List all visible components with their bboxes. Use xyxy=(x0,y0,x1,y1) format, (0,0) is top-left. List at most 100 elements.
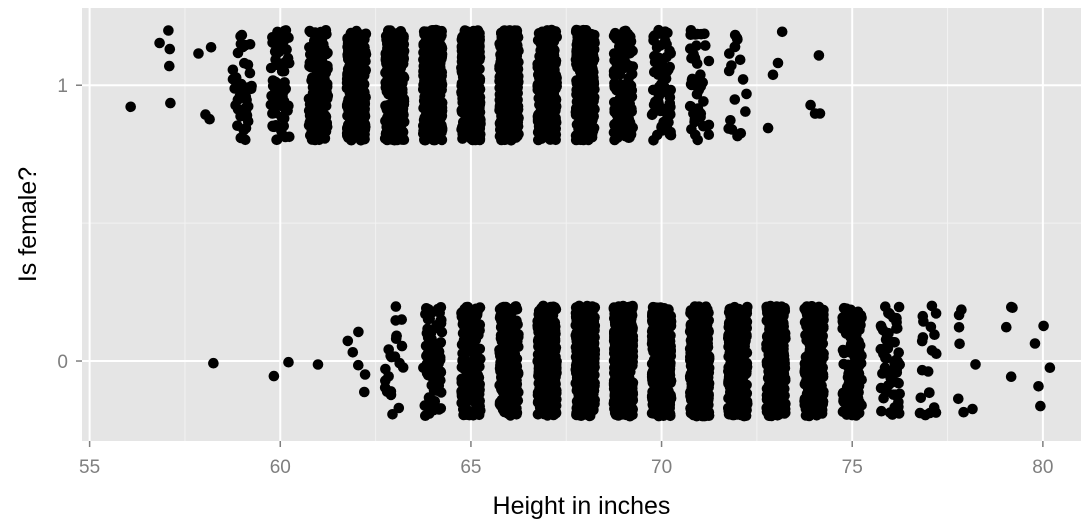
data-point xyxy=(205,42,217,53)
data-point xyxy=(309,100,321,112)
data-point xyxy=(164,43,176,55)
data-point xyxy=(655,64,666,75)
data-point xyxy=(436,70,448,81)
data-point xyxy=(349,40,360,51)
data-point xyxy=(547,365,559,377)
data-point xyxy=(424,408,435,419)
data-point xyxy=(396,95,407,106)
data-point xyxy=(533,93,545,104)
data-point xyxy=(740,106,751,117)
data-point xyxy=(499,105,510,116)
data-point xyxy=(240,102,251,114)
data-point xyxy=(318,120,330,131)
data-point xyxy=(397,362,409,373)
data-point xyxy=(428,379,440,390)
data-point xyxy=(584,99,596,110)
data-point xyxy=(383,371,394,382)
data-point xyxy=(230,72,242,83)
data-point xyxy=(724,48,735,59)
data-point xyxy=(432,359,444,371)
data-point xyxy=(498,336,510,347)
data-point xyxy=(626,332,637,343)
data-point xyxy=(467,71,479,82)
data-point xyxy=(661,376,672,388)
data-point xyxy=(468,361,479,373)
data-point xyxy=(587,332,598,343)
data-point xyxy=(320,67,332,79)
data-point xyxy=(418,40,430,51)
data-point xyxy=(350,65,362,77)
data-point xyxy=(193,48,204,59)
data-point xyxy=(577,77,588,88)
data-point xyxy=(269,107,281,119)
data-point xyxy=(434,97,445,109)
data-point xyxy=(427,37,439,48)
data-point xyxy=(232,120,243,131)
data-point xyxy=(342,335,354,347)
data-point xyxy=(306,117,318,129)
data-point xyxy=(587,78,598,89)
data-point xyxy=(621,37,632,48)
data-point xyxy=(347,347,359,358)
data-point xyxy=(273,93,285,104)
data-point xyxy=(509,338,521,350)
data-point xyxy=(346,134,357,146)
data-point xyxy=(421,367,433,379)
data-point xyxy=(703,119,715,131)
data-point xyxy=(657,77,668,88)
data-point xyxy=(541,394,552,406)
data-point xyxy=(698,96,709,107)
data-point xyxy=(468,391,480,403)
data-point xyxy=(691,89,703,100)
data-point xyxy=(618,26,630,37)
data-point xyxy=(284,131,295,143)
data-point xyxy=(587,56,599,68)
data-point xyxy=(648,35,659,46)
data-point xyxy=(463,131,475,142)
data-point xyxy=(734,54,746,66)
data-point xyxy=(506,350,518,362)
data-point xyxy=(510,326,522,338)
data-point xyxy=(656,125,668,136)
data-point xyxy=(505,74,516,86)
data-point xyxy=(579,401,591,413)
data-point xyxy=(575,134,587,146)
data-point xyxy=(436,41,447,53)
data-point xyxy=(776,26,788,38)
data-point xyxy=(165,97,176,109)
data-point xyxy=(462,328,474,339)
data-point xyxy=(575,349,587,361)
data-point xyxy=(664,45,675,57)
data-point xyxy=(700,40,711,51)
data-point xyxy=(382,67,394,79)
data-point xyxy=(577,32,589,43)
data-point xyxy=(383,108,395,120)
data-point xyxy=(541,109,553,120)
data-point xyxy=(359,386,370,398)
data-point xyxy=(583,302,594,314)
data-point xyxy=(494,38,506,50)
data-point xyxy=(164,60,175,72)
data-point xyxy=(573,96,585,107)
data-point xyxy=(572,42,584,53)
data-point xyxy=(626,68,638,80)
data-point xyxy=(425,327,437,339)
data-point xyxy=(280,83,292,95)
data-point xyxy=(423,304,434,315)
data-point xyxy=(386,134,397,145)
data-point xyxy=(280,58,291,69)
data-point xyxy=(271,40,283,51)
data-point xyxy=(726,60,737,71)
data-point xyxy=(505,33,517,44)
data-point xyxy=(240,39,251,51)
data-point xyxy=(283,356,294,368)
data-point xyxy=(353,359,364,371)
data-point xyxy=(341,77,353,89)
data-point xyxy=(616,118,627,129)
data-point xyxy=(385,29,396,41)
data-point xyxy=(467,85,479,97)
data-point xyxy=(396,340,408,352)
data-point xyxy=(572,62,583,73)
data-point xyxy=(458,120,469,131)
